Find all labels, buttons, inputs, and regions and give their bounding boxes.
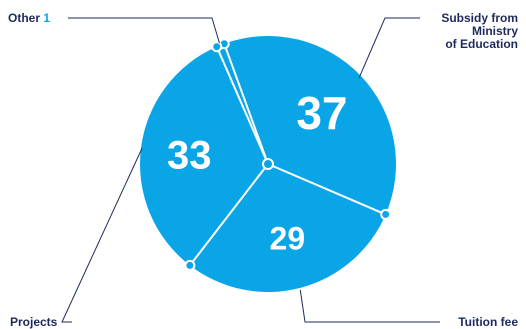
callout-leader-line bbox=[61, 148, 143, 323]
category-callouts: Subsidy from Ministry of Education Tuition … bbox=[8, 11, 518, 329]
slice-value-label: 37 bbox=[296, 87, 347, 139]
slice-value-label: 29 bbox=[270, 221, 306, 257]
slice-divider-line bbox=[215, 46, 269, 165]
slice-boundary-dots bbox=[184, 38, 392, 271]
callout-leader-line bbox=[358, 17, 420, 79]
callout-label-other: Other 1 bbox=[8, 11, 50, 25]
pie-slice-tuition-fee bbox=[189, 164, 386, 292]
callout-label-tuition-fee: Tuition fee bbox=[458, 315, 518, 329]
callout-label-projects: Projects bbox=[10, 315, 58, 329]
callout-leader-line bbox=[68, 17, 220, 44]
slice-divider-line bbox=[223, 43, 269, 165]
slice-value-labels: 37 29 33 bbox=[167, 87, 348, 256]
callout-leader-line bbox=[299, 289, 440, 323]
center-dot bbox=[262, 158, 274, 170]
callout-value-other: 1 bbox=[43, 11, 50, 25]
pie-slice-subsidy-from-ministry-of-education bbox=[224, 36, 396, 215]
boundary-dot bbox=[380, 208, 392, 220]
slice-value-label: 33 bbox=[167, 133, 212, 177]
boundary-dot bbox=[211, 41, 223, 53]
boundary-dot bbox=[184, 259, 196, 271]
slice-divider-line bbox=[267, 163, 387, 216]
slice-divider-line bbox=[189, 163, 269, 267]
callout-label-subsidy: Subsidy from Ministry of Education bbox=[441, 11, 518, 51]
pie-slice-projects bbox=[139, 46, 268, 266]
slice-dividers bbox=[189, 43, 387, 267]
